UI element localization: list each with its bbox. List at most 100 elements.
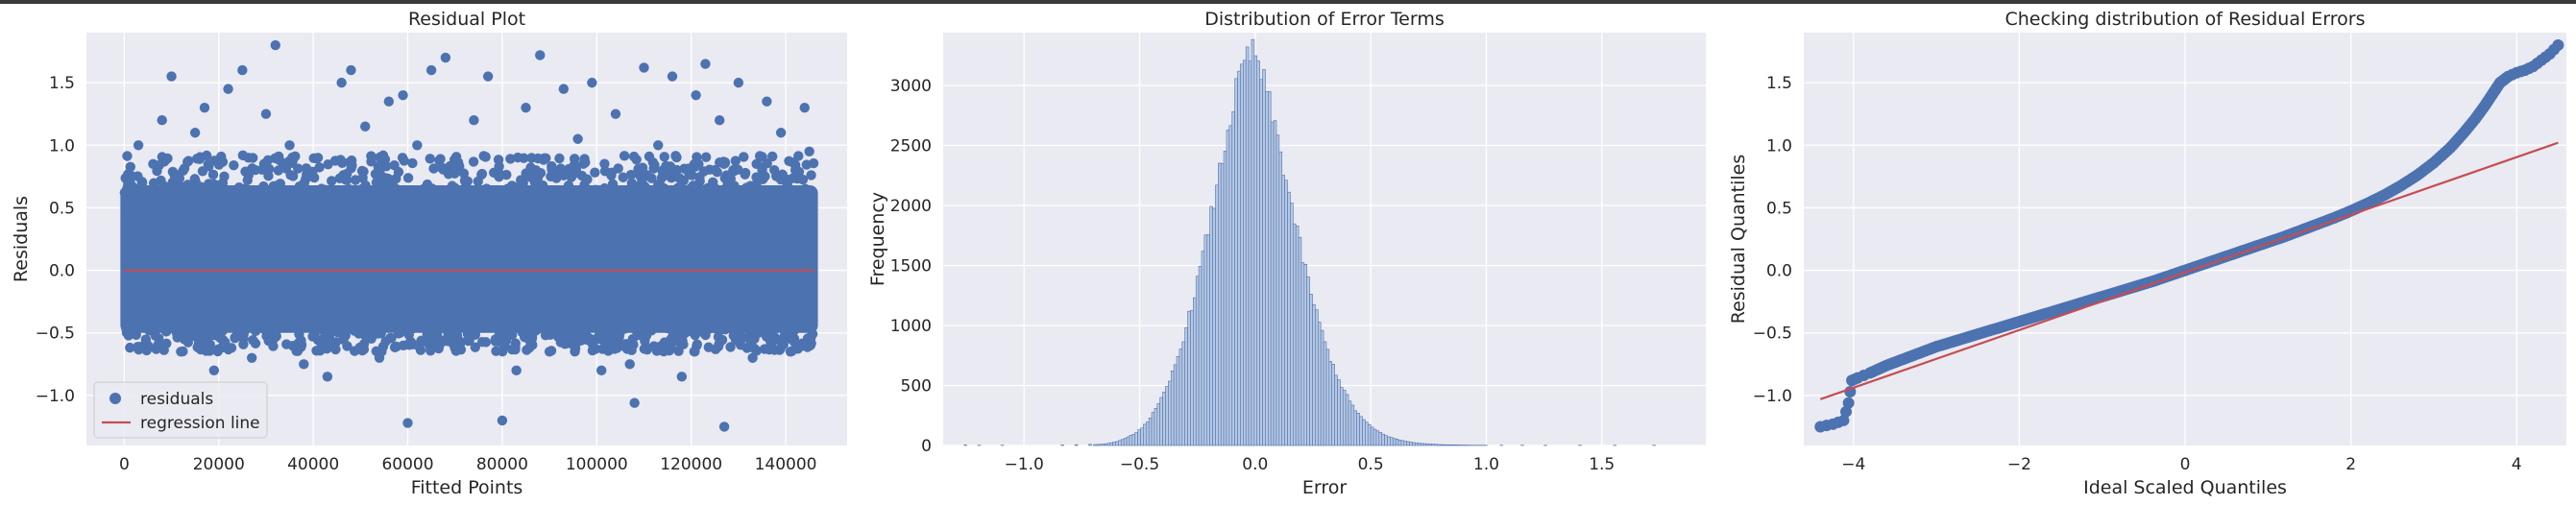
residual-point: [407, 157, 418, 169]
histogram-bar: [1422, 443, 1427, 446]
residual-point: [284, 140, 295, 151]
y-tick-label: 2000: [890, 197, 932, 216]
residual-point: [548, 327, 559, 339]
residual-point: [625, 344, 636, 355]
residual-point: [376, 152, 386, 162]
residual-point: [383, 96, 395, 107]
histogram-bar: [1137, 429, 1141, 446]
residual-point: [268, 341, 279, 351]
y-tick-label: 2500: [890, 137, 932, 156]
residual-point: [249, 324, 259, 335]
histogram-bar: [1162, 392, 1166, 446]
residual-point: [717, 324, 728, 335]
residual-point: [142, 340, 154, 350]
residual-point: [157, 152, 168, 162]
histogram-bar: [1367, 423, 1372, 446]
residual-point: [442, 185, 452, 196]
residual-point: [527, 186, 538, 197]
residual-point: [587, 77, 597, 88]
residual-point: [394, 325, 404, 336]
residual-point: [538, 155, 549, 165]
x-tick-label: 100000: [566, 455, 628, 474]
chart-title: Distribution of Error Terms: [1204, 9, 1445, 30]
residual-point: [294, 181, 304, 192]
residual-point: [393, 166, 404, 178]
y-tick-label: 500: [901, 377, 932, 397]
residual-point: [712, 186, 723, 197]
histogram-bar: [1359, 416, 1363, 446]
residual-point: [747, 352, 758, 363]
residual-point: [619, 151, 630, 161]
residual-point: [242, 175, 253, 185]
y-tick-label: 0: [921, 437, 932, 456]
residual-point: [599, 158, 610, 169]
residual-point: [476, 337, 488, 348]
residual-point: [725, 173, 737, 184]
residual-point: [344, 184, 355, 196]
histogram-bar: [1292, 223, 1297, 446]
residual-point: [171, 189, 182, 201]
y-tick-label: −1.0: [36, 387, 75, 406]
y-tick-label: 1.5: [1766, 74, 1792, 93]
residual-point: [620, 324, 631, 334]
residual-point: [236, 189, 247, 200]
histogram-bar: [1195, 276, 1200, 446]
residual-point: [133, 140, 144, 151]
residual-point: [733, 164, 743, 175]
histogram-bar: [1400, 440, 1405, 446]
residual-point: [590, 167, 600, 178]
histogram-bar: [1151, 412, 1155, 446]
x-tick-label: 60000: [381, 455, 433, 474]
residual-point: [122, 151, 133, 161]
x-tick-label: 2: [2345, 455, 2356, 474]
histogram-bar: [1231, 111, 1235, 446]
histogram-bar: [1104, 443, 1108, 446]
x-tick-label: 0: [2180, 455, 2191, 474]
residual-point: [806, 170, 816, 180]
x-axis-label: Error: [1302, 477, 1348, 498]
residual-point: [412, 140, 423, 151]
residual-point: [692, 152, 702, 162]
residual-point: [700, 152, 712, 162]
histogram-bar: [1295, 226, 1300, 446]
residual-point: [398, 89, 408, 101]
x-axis-label: Ideal Scaled Quantiles: [2083, 477, 2287, 498]
residual-point: [570, 346, 580, 357]
residual-point: [625, 185, 636, 196]
residual-point: [691, 89, 701, 101]
histogram-bar: [1253, 55, 1258, 446]
y-tick-label: 1.5: [49, 74, 75, 93]
residual-point: [152, 165, 162, 177]
histogram-bar: [1415, 443, 1419, 446]
qq-point: [1842, 397, 1855, 409]
histogram-bar: [1228, 125, 1233, 446]
y-tick-label: 1.0: [1766, 136, 1792, 156]
residual-point: [712, 166, 722, 178]
residual-point: [334, 323, 345, 334]
x-tick-label: 0.5: [1358, 455, 1384, 474]
x-tick-label: −4: [1841, 455, 1865, 474]
residual-point: [462, 176, 474, 187]
residual-point: [565, 335, 576, 347]
residual-point: [190, 177, 201, 187]
histogram-bars: [963, 38, 1656, 446]
x-tick-label: −1.0: [1005, 455, 1044, 474]
histogram-bar: [1320, 329, 1324, 446]
residual-point: [304, 170, 314, 180]
residual-point: [607, 180, 618, 192]
residual-point: [666, 172, 677, 183]
histogram-bar: [1331, 364, 1335, 446]
residual-point: [587, 338, 597, 349]
y-tick-label: −0.5: [36, 325, 75, 344]
residual-point: [454, 340, 465, 350]
histogram-bar: [1106, 443, 1111, 446]
histogram-bar: [1251, 38, 1255, 446]
histogram-bar: [1203, 234, 1208, 446]
x-tick-label: 140000: [755, 455, 817, 474]
residual-point: [805, 333, 816, 344]
residual-point: [125, 342, 135, 353]
histogram-bar: [1278, 151, 1283, 446]
histogram-bar: [1187, 310, 1191, 446]
residual-point: [290, 151, 301, 162]
histogram-bar: [1123, 438, 1128, 446]
